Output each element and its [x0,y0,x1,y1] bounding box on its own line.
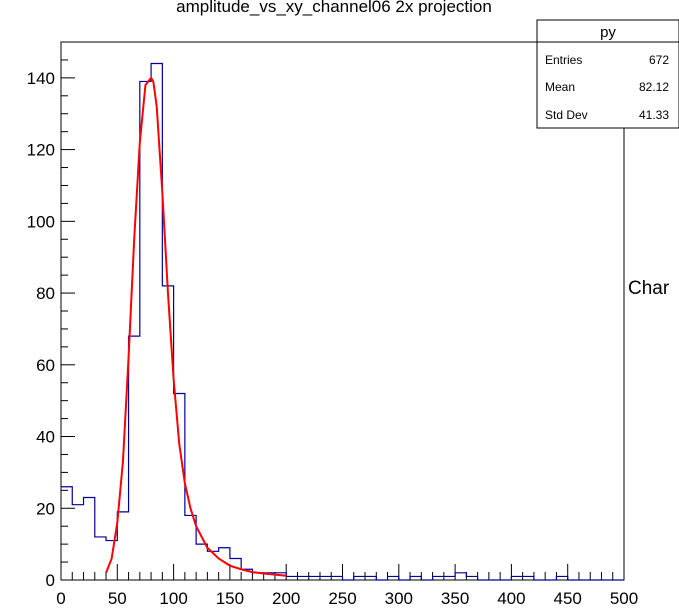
y-tick-label: 40 [36,428,55,447]
x-tick-label: 50 [108,589,127,608]
x-tick-label: 350 [441,589,469,608]
histogram-bin [174,393,185,580]
chart-title: amplitude_vs_xy_channel06 2x projection [176,0,492,16]
stats-mean-label: Mean [545,80,575,94]
side-text: Char [628,278,670,299]
y-tick-label: 100 [27,212,55,231]
x-tick-label: 150 [216,589,244,608]
fit-curve [105,76,287,577]
histogram-bin [84,498,95,580]
histogram-bin [61,487,72,580]
y-tick-label: 60 [36,356,55,375]
stats-stddev-label: Std Dev [545,108,588,122]
y-tick-label: 80 [36,284,55,303]
x-tick-label: 450 [554,589,582,608]
histogram-bin [162,286,173,580]
x-tick-label: 300 [385,589,413,608]
y-tick-label: 0 [46,571,55,590]
x-tick-label: 100 [159,589,187,608]
x-tick-label: 250 [328,589,356,608]
stats-entries-value: 672 [649,53,669,67]
stats-mean-value: 82.12 [639,80,669,94]
y-tick-label: 20 [36,499,55,518]
histogram-bin [455,573,466,580]
y-axis: 0 20 40 60 80 100 120 140 [27,41,75,590]
histogram-bin [129,336,140,580]
histogram-bin [196,544,207,580]
stats-box-title: py [600,24,616,41]
y-tick-label: 140 [27,69,55,88]
y-tick-label: 120 [27,141,55,160]
histogram-bin [72,505,83,580]
x-tick-label: 200 [272,589,300,608]
stats-stddev-value: 41.33 [639,108,669,122]
x-tick-label: 0 [56,589,65,608]
histogram-bin [151,64,162,580]
stats-box-frame [536,19,679,129]
x-tick-label: 500 [610,589,638,608]
histogram-bins [61,64,568,580]
x-tick-label: 400 [497,589,525,608]
x-axis: 0 50 100 150 200 250 300 350 400 450 500 [56,564,638,608]
histogram-bin [117,512,128,580]
stats-entries-label: Entries [545,53,582,67]
stats-box: py Entries 672 Mean 82.12 Std Dev 41.33 [536,19,679,129]
histogram-bin [185,515,196,580]
histogram-bin [95,537,106,580]
histogram-series [61,62,624,581]
histogram-bin [140,81,151,580]
